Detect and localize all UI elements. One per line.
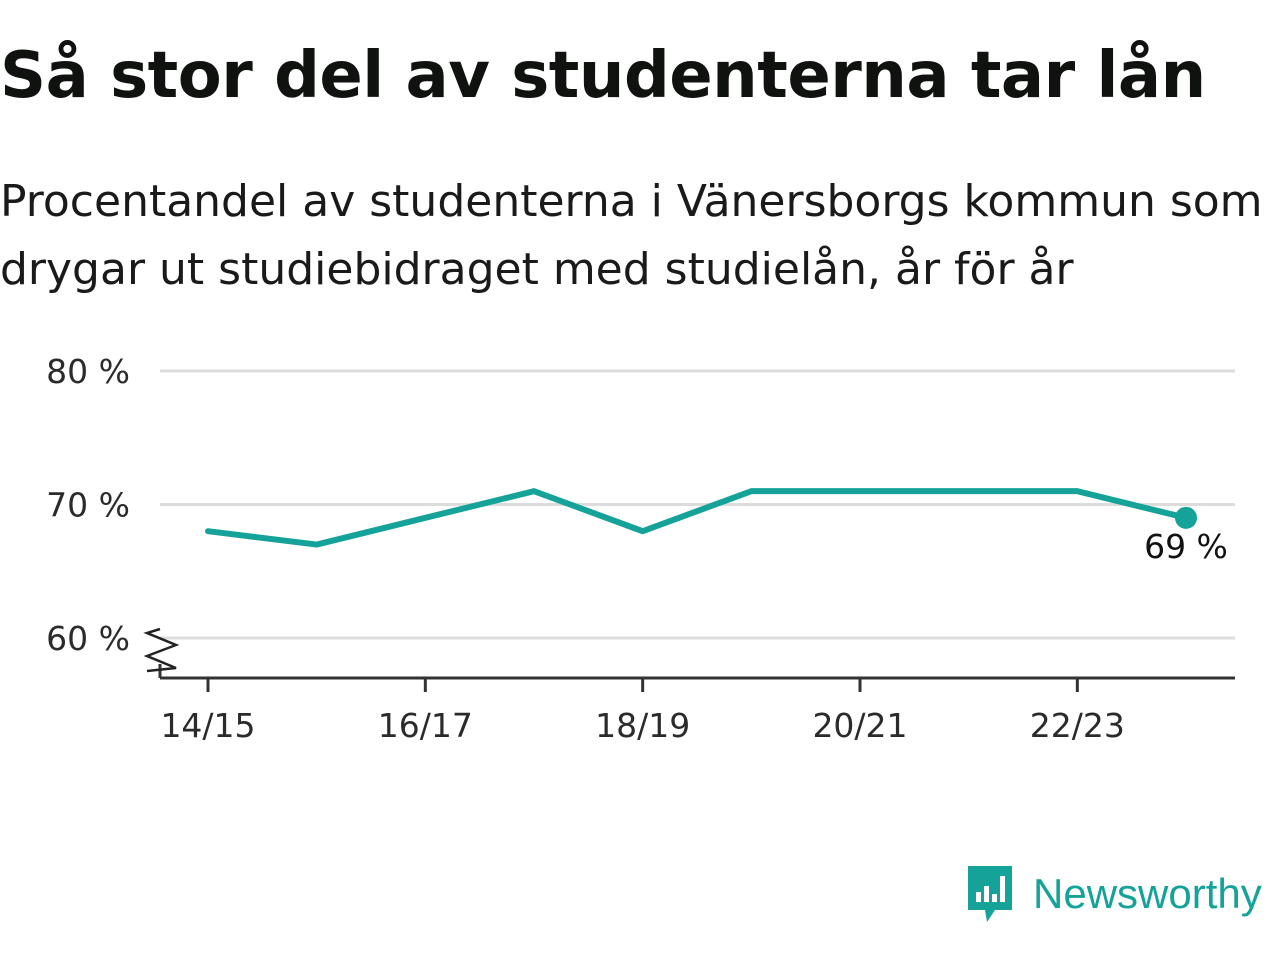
gridlines: [160, 369, 1235, 640]
axes: [143, 627, 1235, 692]
x-tick-label: 14/15: [160, 706, 255, 745]
series-line: [205, 488, 1189, 548]
x-tick-label: 22/23: [1030, 706, 1125, 745]
last-point-marker: [1175, 506, 1197, 529]
series: [205, 488, 1197, 548]
newsworthy-logo: Newsworthy: [965, 862, 1262, 926]
last-point-label: 69 %: [1144, 527, 1228, 566]
bar-chart-speech-bubble-icon: [968, 866, 1012, 922]
x-tick-label: 18/19: [595, 706, 690, 745]
y-tick-label: 60 %: [46, 619, 130, 658]
y-tick-label: 70 %: [46, 486, 130, 525]
chart-subtitle: Procentandel av studenterna i Vänersborg…: [0, 176, 1263, 295]
brand-name: Newsworthy: [1033, 870, 1262, 917]
labels: 60 % 70 % 80 % 14/15 16/17 18/19 20/21 22/23 69 …: [46, 352, 1228, 745]
axis-break-icon: [143, 627, 180, 673]
x-tick-label: 20/21: [812, 706, 907, 745]
x-tick-label: 16/17: [378, 706, 473, 745]
chart-title: Så stor del av studenterna tar lån: [0, 39, 1206, 113]
y-tick-label: 80 %: [46, 352, 130, 391]
